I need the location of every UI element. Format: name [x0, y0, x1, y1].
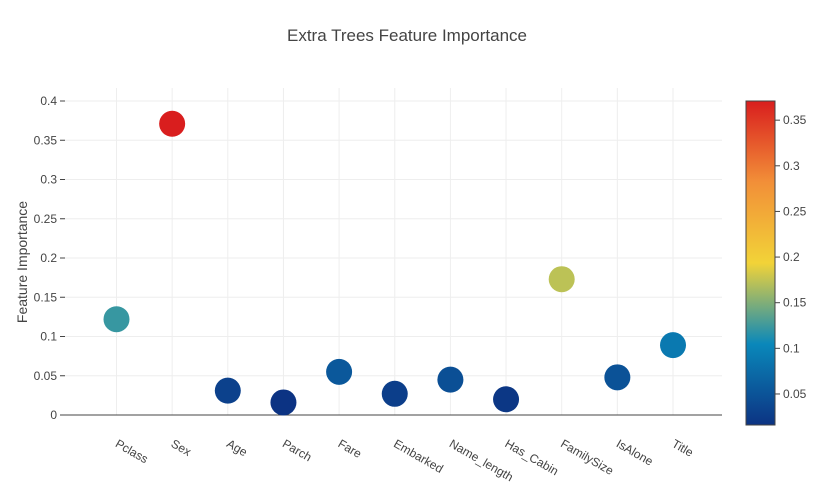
- data-point: [381, 380, 408, 407]
- y-tick-label: 0: [50, 408, 57, 422]
- y-axis-label: Feature Importance: [14, 201, 30, 323]
- data-point: [437, 366, 464, 393]
- colorbar-tick-label: 0.05: [783, 387, 807, 401]
- colorbar-tick-label: 0.35: [783, 113, 807, 127]
- y-tick-label: 0.3: [40, 173, 57, 187]
- data-point: [270, 389, 297, 416]
- data-point: [214, 377, 241, 404]
- x-tick-label: Sex: [169, 436, 194, 458]
- y-axis: 0 0.05 0.1 0.15 0.2 0.25 0.3 0.35 0.4: [34, 94, 722, 422]
- x-tick-label: FamilySize: [558, 436, 616, 478]
- colorbar-tick-label: 0.25: [783, 204, 807, 218]
- colorbar-gradient: [745, 100, 776, 426]
- colorbar-tick-label: 0.1: [783, 341, 800, 355]
- y-tick-label: 0.35: [34, 133, 58, 147]
- gridlines: [60, 88, 722, 415]
- colorbar-tick-label: 0.15: [783, 296, 807, 310]
- y-tick-label: 0.15: [34, 290, 58, 304]
- data-points: [103, 110, 686, 416]
- y-tick-label: 0.25: [34, 212, 58, 226]
- x-tick-label: Title: [670, 436, 697, 459]
- y-tick-label: 0.1: [40, 330, 57, 344]
- data-point: [604, 364, 631, 391]
- x-tick-label: Fare: [336, 436, 365, 461]
- y-tick-label: 0.4: [40, 94, 57, 108]
- x-axis: Pclass Sex Age Parch Fare Embarked Name_length…: [113, 436, 696, 484]
- y-tick-label: 0.2: [40, 251, 57, 265]
- y-tick-label: 0.05: [34, 369, 58, 383]
- colorbar: 0.05 0.1 0.15 0.2 0.25 0.3 0.35: [745, 100, 807, 426]
- data-point: [159, 110, 186, 137]
- x-tick-label: Age: [224, 436, 250, 459]
- data-point: [326, 358, 353, 385]
- chart-title: Extra Trees Feature Importance: [287, 26, 527, 45]
- x-tick-label: Embarked: [391, 436, 445, 475]
- colorbar-tick-label: 0.2: [783, 250, 800, 264]
- data-point: [548, 266, 575, 293]
- x-tick-label: Pclass: [113, 436, 151, 466]
- colorbar-tick-label: 0.3: [783, 159, 800, 173]
- data-point: [660, 332, 686, 359]
- data-point: [103, 306, 130, 333]
- x-tick-label: Parch: [280, 436, 314, 464]
- x-tick-label: IsAlone: [614, 436, 656, 468]
- data-point: [493, 386, 520, 413]
